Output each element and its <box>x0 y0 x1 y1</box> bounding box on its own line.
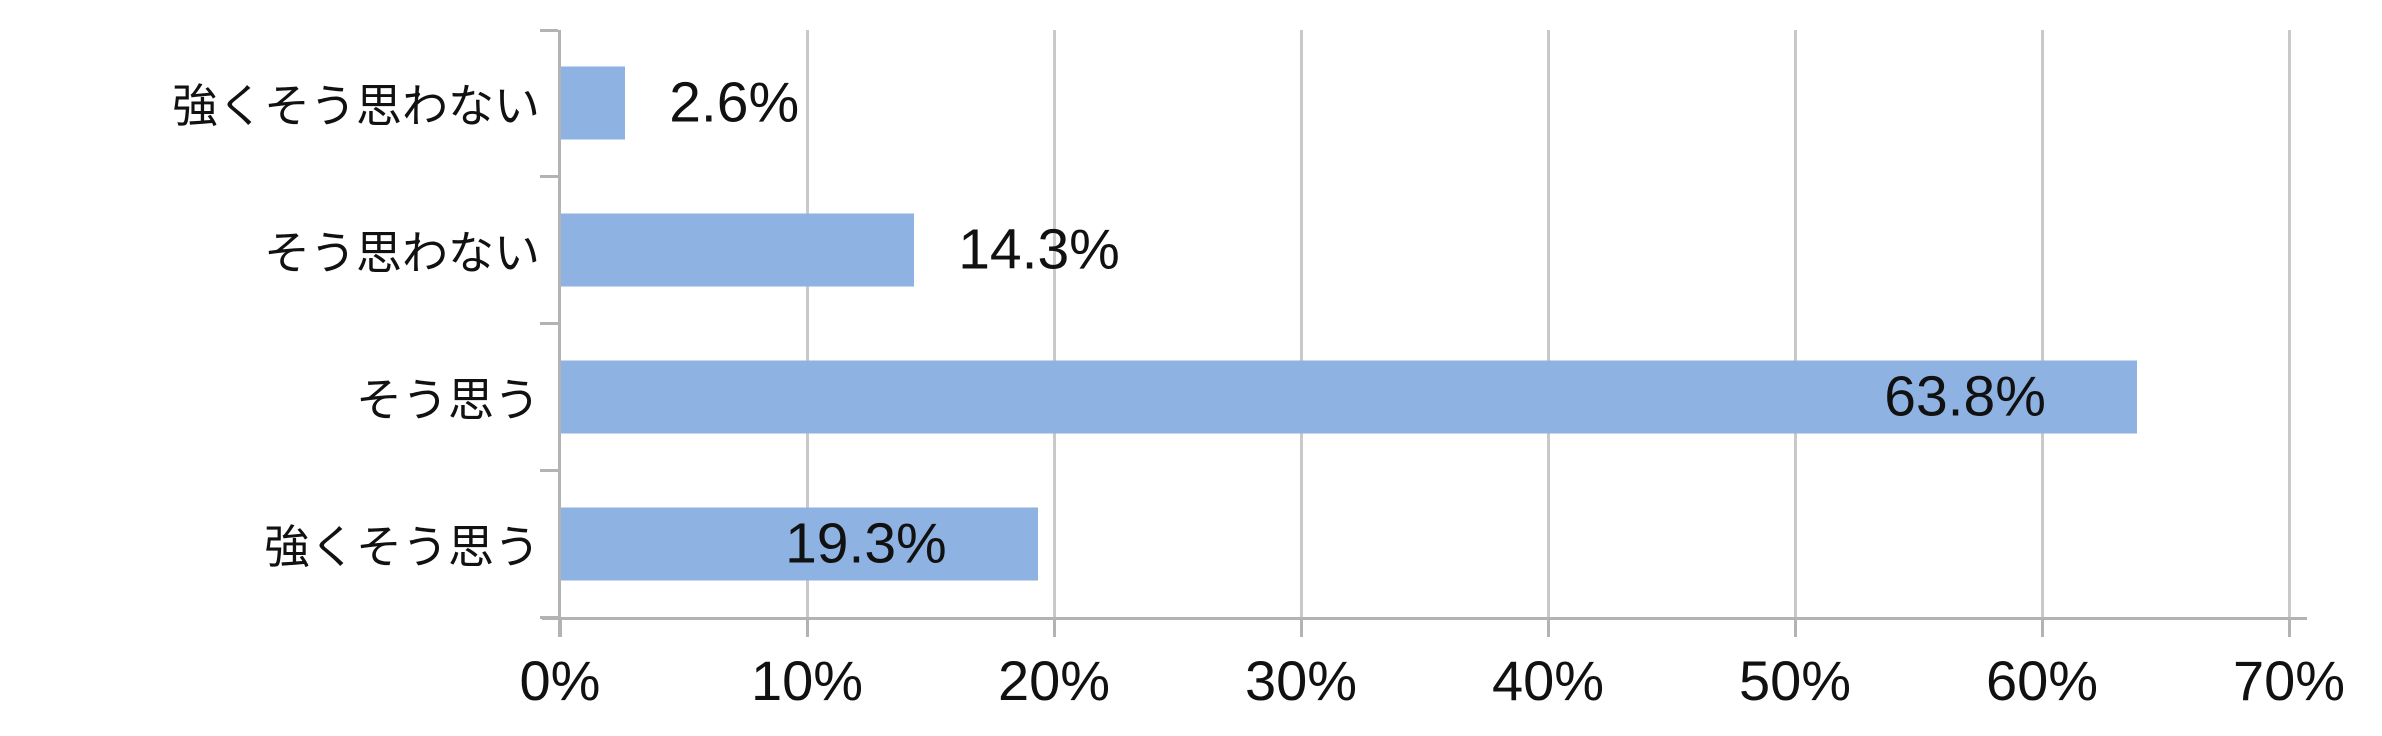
x-axis-tick <box>1052 620 1056 637</box>
x-axis-tick <box>2287 620 2291 637</box>
y-axis-tick <box>540 468 558 472</box>
value-axis-line <box>558 30 561 637</box>
x-axis-tick <box>1546 620 1550 637</box>
gridline <box>1052 30 1056 617</box>
x-tick-label: 70% <box>2232 649 2346 712</box>
x-axis-tick <box>558 620 562 637</box>
bar-row: 63.8% <box>560 324 2289 471</box>
bar-value-label: 14.3% <box>958 217 1120 282</box>
x-tick-label: 60% <box>1985 649 2099 712</box>
bar-value-label: 63.8% <box>1884 364 2046 429</box>
category-axis-labels: 強くそう思わないそう思わないそう思う強くそう思う <box>0 30 540 617</box>
gridline <box>1546 30 1550 617</box>
bar-value-label: 2.6% <box>669 70 800 135</box>
x-tick-label: 10% <box>750 649 864 712</box>
gridline <box>2287 30 2291 617</box>
y-axis-tick <box>540 322 558 325</box>
value-axis-labels: 0% 10% 20% 30% 40% 50% 60% 70% <box>0 646 2382 716</box>
category-axis-line <box>542 617 2307 620</box>
bar <box>561 507 1038 581</box>
bar <box>561 213 915 287</box>
gridline <box>2040 30 2044 617</box>
plot-area: 2.6% 14.3% 63.8% 19.3% <box>540 28 2307 637</box>
x-tick-label: 40% <box>1491 649 1605 712</box>
x-tick-label: 0% <box>519 649 601 712</box>
category-label: 強くそう思う <box>264 520 540 573</box>
gridline <box>805 30 809 617</box>
category-label: そう思わない <box>264 227 540 280</box>
bar-row: 2.6% <box>560 30 2289 177</box>
y-axis-tick <box>540 28 558 32</box>
x-axis-tick <box>1793 620 1797 637</box>
x-axis-tick <box>2040 620 2044 637</box>
category-label: そう思う <box>356 373 540 426</box>
gridline <box>1299 30 1303 617</box>
bar-row: 14.3% <box>560 177 2289 324</box>
x-tick-label: 50% <box>1738 649 1852 712</box>
y-axis-tick <box>540 175 558 179</box>
x-tick-label: 20% <box>997 649 1111 712</box>
x-tick-label: 30% <box>1244 649 1358 712</box>
x-axis-tick <box>1299 620 1303 637</box>
bar <box>561 360 2137 434</box>
gridline <box>1793 30 1797 617</box>
y-axis-tick <box>540 615 558 619</box>
bar-value-label: 19.3% <box>785 511 947 576</box>
x-axis-tick <box>805 620 809 637</box>
bar-row: 19.3% <box>560 470 2289 617</box>
category-label: 強くそう思わない <box>172 80 540 133</box>
bar <box>561 66 626 140</box>
